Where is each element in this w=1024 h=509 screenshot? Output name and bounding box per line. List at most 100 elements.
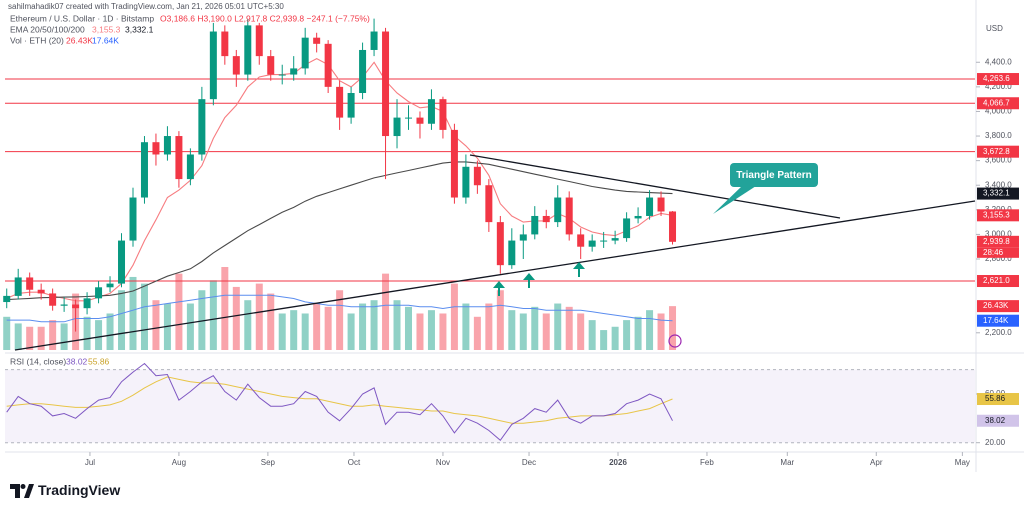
- x-tick-label: 2026: [609, 458, 627, 467]
- volume-bar: [496, 290, 504, 350]
- candle-body: [657, 197, 665, 212]
- candle-body: [324, 43, 332, 87]
- logo-mark: [24, 484, 34, 498]
- candle-body: [508, 240, 516, 266]
- rsi-legend-value: 38.02: [66, 356, 88, 366]
- candle-body: [129, 197, 137, 241]
- logo-mark: [10, 484, 20, 498]
- x-tick-label: Apr: [870, 458, 883, 467]
- volume-bar: [301, 313, 309, 350]
- volume-bar: [129, 276, 137, 350]
- volume-bar: [508, 310, 516, 350]
- y-tick-label: 3,400.0: [985, 180, 1012, 189]
- ema-line: [6, 161, 673, 301]
- candle-body: [49, 293, 57, 306]
- callout-box: [730, 163, 818, 187]
- volume-ma: [6, 294, 673, 323]
- volume-tag: [977, 314, 1019, 327]
- candle-body: [267, 56, 275, 75]
- price-tag-label: 3,332.1: [983, 189, 1010, 198]
- candle-body: [198, 99, 206, 155]
- candle-body: [450, 129, 458, 198]
- volume-bar: [427, 310, 435, 350]
- candle-body: [244, 25, 252, 75]
- candle-body: [473, 166, 481, 186]
- candle-body: [336, 86, 344, 118]
- volume-bar: [393, 300, 401, 350]
- candle-body: [359, 49, 367, 94]
- header: sahilmahadik07 created with TradingView.…: [8, 2, 284, 11]
- candle-body: [427, 99, 435, 124]
- y-tick-label: 3,000.0: [985, 230, 1012, 239]
- axis-layer: 20.0060.002,200.02,800.03,000.03,200.03,…: [85, 57, 1019, 467]
- volume-bar: [519, 313, 527, 350]
- candle-body: [347, 93, 355, 118]
- volume-bar: [106, 313, 114, 350]
- candle-body: [255, 25, 263, 57]
- x-tick-label: Feb: [700, 458, 714, 467]
- candle-body: [382, 31, 390, 137]
- volume-bar: [255, 283, 263, 350]
- vol-legend-value: 17.64K: [92, 35, 119, 45]
- candle-body: [462, 166, 470, 198]
- candle-body: [485, 185, 493, 223]
- rsi-tag: [977, 414, 1019, 427]
- candle-body: [577, 234, 585, 247]
- y-tick-label: 4,400.0: [985, 57, 1012, 66]
- volume-bar: [439, 313, 447, 350]
- x-tick-label: Sep: [261, 458, 276, 467]
- candle-body: [588, 240, 596, 247]
- x-tick-label: Nov: [436, 458, 450, 467]
- volume-bar: [140, 283, 148, 350]
- candle-body: [542, 215, 550, 223]
- candle-body: [393, 117, 401, 137]
- volume-bar: [267, 293, 275, 350]
- vol-legend-value: 26.43K: [66, 35, 93, 45]
- y-tick-label: 3,800.0: [985, 131, 1012, 140]
- y-tick-label: 4,200.0: [985, 82, 1012, 91]
- candle-body: [623, 218, 631, 239]
- x-tick-label: May: [955, 458, 970, 467]
- volume-bar: [221, 267, 229, 350]
- logo: TradingView: [10, 482, 120, 498]
- rsi-tag-label: 38.02: [985, 416, 1006, 425]
- candle-body: [140, 142, 148, 198]
- candle-body: [416, 117, 424, 124]
- ema-line: [6, 57, 673, 302]
- volume-bar: [382, 273, 390, 350]
- candle-body: [106, 283, 114, 288]
- resistance-trendline: [469, 154, 841, 219]
- volume-bar: [152, 300, 160, 350]
- candle-body: [83, 298, 91, 309]
- volume-tag-label: 17.64K: [983, 316, 1009, 325]
- candle-body: [95, 287, 103, 299]
- volume-bar: [83, 316, 91, 350]
- x-tick-label: Mar: [780, 458, 794, 467]
- volume-bar: [347, 313, 355, 350]
- candle-body: [175, 136, 183, 180]
- ohlc: O3,186.6 H3,190.0 L2,917.8 C2,939.8 −247…: [160, 13, 370, 23]
- volume-bar: [313, 303, 321, 350]
- arrow-up: [523, 273, 535, 288]
- candle-body: [404, 117, 412, 119]
- candle-body: [600, 240, 608, 242]
- volume-bar: [646, 310, 654, 350]
- candle-body: [232, 56, 240, 75]
- candle-body: [554, 197, 562, 223]
- candle-body: [646, 197, 654, 216]
- candle-body: [209, 31, 217, 100]
- candle-body: [3, 295, 11, 303]
- level-tag: [977, 97, 1019, 110]
- rsi-ma: [6, 376, 673, 424]
- rsi-legend-value: 55.86: [88, 356, 110, 366]
- candle-body: [439, 99, 447, 130]
- level-tag: [977, 145, 1019, 158]
- volume-bar: [175, 273, 183, 350]
- volume-tag: [977, 300, 1019, 313]
- volume-bar: [577, 313, 585, 350]
- candle-body: [14, 277, 22, 296]
- vol-legend: Vol · ETH (20): [10, 35, 64, 45]
- arrow-up: [573, 262, 585, 277]
- candle-body: [186, 154, 194, 180]
- volume-bar: [278, 313, 286, 350]
